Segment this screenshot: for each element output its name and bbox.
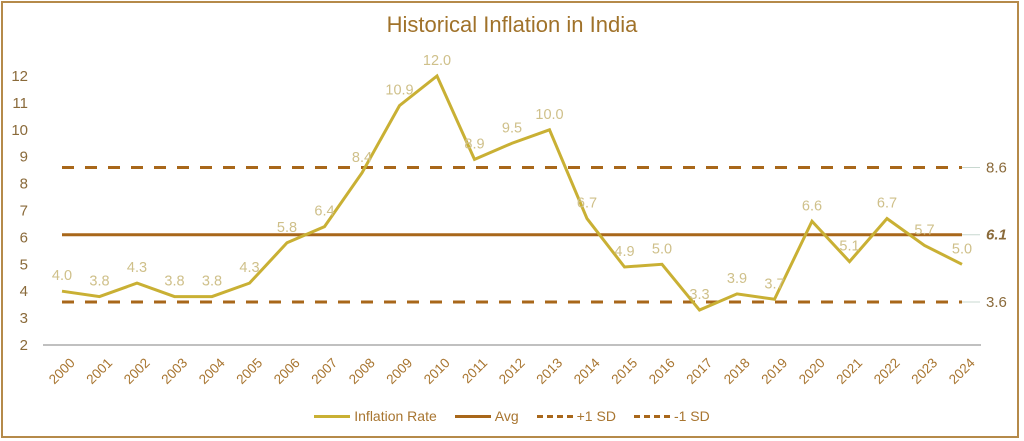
reference-value-label: 8.6 bbox=[986, 159, 1007, 176]
y-tick-label: 8 bbox=[20, 176, 28, 193]
data-label: 5.0 bbox=[652, 241, 672, 257]
legend-swatch-inflation-rate bbox=[314, 414, 351, 418]
y-tick-label: 11 bbox=[12, 95, 28, 112]
legend-swatch-plus-1-sd bbox=[536, 414, 573, 418]
y-tick-label: 9 bbox=[20, 149, 28, 166]
data-label: 8.4 bbox=[352, 150, 372, 166]
data-label: 5.1 bbox=[839, 239, 859, 255]
y-tick-label: 5 bbox=[20, 256, 28, 273]
data-label: 8.9 bbox=[464, 136, 484, 152]
inflation-series bbox=[61, 73, 963, 312]
legend-item-avg[interactable]: Avg bbox=[454, 408, 519, 424]
x-tick-label: 2015 bbox=[608, 355, 640, 387]
legend: Inflation Rate Avg +1 SD -1 SD bbox=[0, 408, 1024, 424]
x-tick-label: 2000 bbox=[46, 355, 78, 387]
data-label: 6.7 bbox=[577, 196, 597, 212]
x-tick-label: 2016 bbox=[646, 355, 678, 387]
legend-item-plus-1-sd[interactable]: +1 SD bbox=[536, 408, 616, 424]
x-tick-label: 2002 bbox=[121, 355, 153, 387]
chart-title: Historical Inflation in India bbox=[386, 12, 638, 37]
x-tick-label: 2006 bbox=[271, 355, 303, 387]
data-label: 4.0 bbox=[52, 268, 72, 284]
reference-value-label: 6.1 bbox=[986, 227, 1007, 244]
legend-label: Avg bbox=[494, 408, 519, 424]
y-tick-label: 4 bbox=[20, 283, 28, 300]
y-tick-label: 7 bbox=[20, 203, 28, 220]
legend-label: Inflation Rate bbox=[354, 408, 437, 424]
data-label: 3.8 bbox=[164, 274, 184, 290]
legend-swatch-minus-1-sd bbox=[633, 414, 670, 418]
x-tick-label: 2010 bbox=[421, 355, 453, 387]
legend-swatch-avg bbox=[454, 414, 491, 418]
x-tick-label: 2024 bbox=[946, 355, 978, 387]
x-tick-label: 2023 bbox=[908, 355, 940, 387]
data-label: 6.4 bbox=[314, 204, 334, 220]
data-label: 3.3 bbox=[689, 287, 709, 303]
x-tick-label: 2005 bbox=[233, 355, 265, 387]
data-label: 4.9 bbox=[614, 244, 634, 260]
x-tick-label: 2004 bbox=[196, 355, 228, 387]
x-axis-ticks: 2000 2001 2002 2003 2004 2005 2006 2007 2008 2009… bbox=[46, 355, 978, 387]
reference-lines: 6.1 8.6 3.6 bbox=[62, 159, 1007, 311]
x-tick-label: 2009 bbox=[383, 355, 415, 387]
x-tick-label: 2020 bbox=[796, 355, 828, 387]
y-tick-label: 12 bbox=[11, 68, 28, 85]
y-tick-label: 3 bbox=[20, 310, 28, 327]
x-tick-label: 2018 bbox=[721, 355, 753, 387]
data-label: 12.0 bbox=[423, 53, 451, 69]
x-tick-label: 2022 bbox=[871, 355, 903, 387]
x-tick-label: 2021 bbox=[833, 355, 865, 387]
data-label: 3.9 bbox=[727, 271, 747, 287]
legend-label: -1 SD bbox=[673, 408, 710, 424]
x-tick-label: 2008 bbox=[346, 355, 378, 387]
x-tick-label: 2007 bbox=[308, 355, 340, 387]
y-tick-label: 2 bbox=[20, 337, 28, 354]
x-tick-label: 2003 bbox=[158, 355, 190, 387]
y-axis-ticks: 2 3 4 5 6 7 8 9 10 11 12 bbox=[11, 68, 28, 354]
x-tick-label: 2017 bbox=[683, 355, 715, 387]
data-labels: 4.0 3.8 4.3 3.8 3.8 4.3 5.8 6.4 8.4 10.9 12.0 8.9 9.… bbox=[52, 53, 972, 303]
data-label: 9.5 bbox=[502, 120, 522, 136]
y-tick-label: 10 bbox=[11, 122, 28, 139]
data-label: 6.7 bbox=[877, 196, 897, 212]
legend-item-inflation-rate[interactable]: Inflation Rate bbox=[314, 408, 437, 424]
data-label: 5.0 bbox=[952, 241, 972, 257]
legend-item-minus-1-sd[interactable]: -1 SD bbox=[633, 408, 710, 424]
x-tick-label: 2011 bbox=[459, 355, 490, 386]
y-tick-label: 6 bbox=[20, 229, 28, 246]
data-label: 6.6 bbox=[802, 198, 822, 214]
x-tick-label: 2019 bbox=[758, 355, 790, 387]
legend-label: +1 SD bbox=[576, 408, 616, 424]
x-tick-label: 2012 bbox=[496, 355, 528, 387]
reference-value-label: 3.6 bbox=[986, 294, 1007, 311]
data-label: 3.8 bbox=[202, 274, 222, 290]
x-tick-label: 2001 bbox=[83, 355, 115, 387]
data-label: 10.0 bbox=[535, 107, 563, 123]
data-label: 5.8 bbox=[277, 220, 297, 236]
data-label: 3.8 bbox=[89, 274, 109, 290]
data-label: 10.9 bbox=[385, 83, 413, 99]
data-label: 3.7 bbox=[764, 276, 784, 292]
inflation-rate-line bbox=[61, 73, 963, 312]
x-tick-label: 2013 bbox=[533, 355, 565, 387]
x-tick-label: 2014 bbox=[571, 355, 603, 387]
data-label: 4.3 bbox=[127, 260, 147, 276]
data-label: 4.3 bbox=[239, 260, 259, 276]
data-label: 5.7 bbox=[914, 222, 934, 238]
